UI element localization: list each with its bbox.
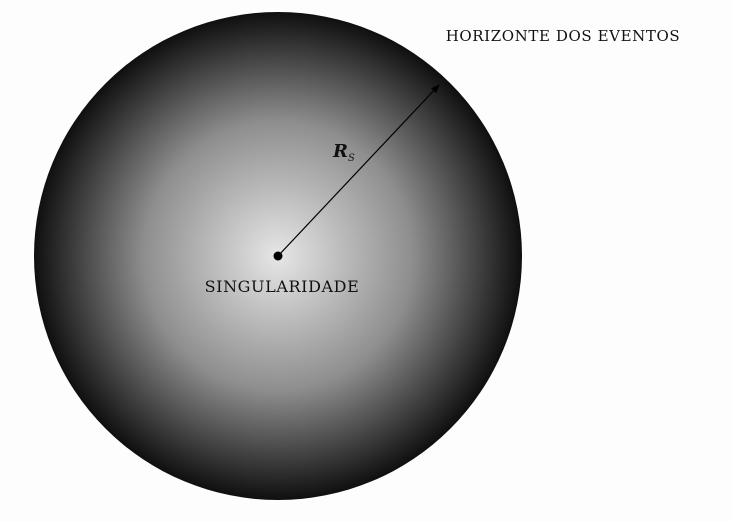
radius-symbol: R: [332, 141, 348, 162]
event-horizon-label: HORIZONTE DOS EVENTOS: [446, 27, 681, 45]
singularity-point: [273, 251, 283, 261]
singularity-label: SINGULARIDADE: [205, 277, 360, 296]
radius-label: RS: [332, 141, 355, 164]
radius-subscript: S: [348, 153, 355, 164]
schwarzschild-radius-arrow: [277, 84, 440, 257]
